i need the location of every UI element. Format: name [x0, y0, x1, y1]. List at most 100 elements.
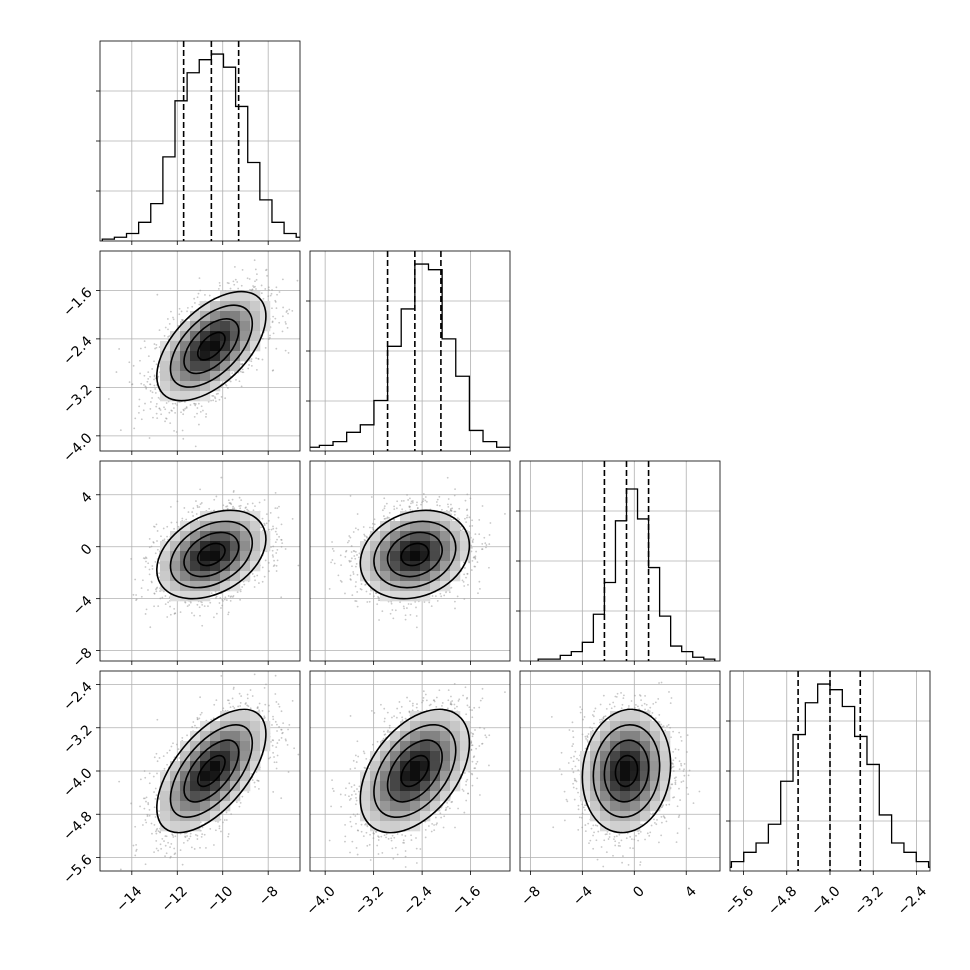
- sample-point: [243, 583, 246, 586]
- density-cell: [400, 561, 411, 572]
- sample-point: [149, 626, 152, 629]
- sample-point: [156, 293, 159, 296]
- x-tick-label: −14: [113, 883, 145, 915]
- density-cell: [240, 771, 251, 782]
- sample-point: [355, 847, 358, 849]
- sample-point: [485, 736, 488, 739]
- density-cell: [620, 741, 631, 752]
- sample-point: [145, 821, 148, 824]
- density-cell: [230, 791, 241, 802]
- sample-point: [470, 550, 473, 553]
- sample-point: [454, 488, 456, 490]
- sample-point: [404, 855, 407, 858]
- sample-point: [430, 830, 433, 833]
- sample-point: [563, 819, 566, 822]
- density-cell: [420, 741, 431, 752]
- sample-point: [352, 571, 355, 573]
- sample-point: [680, 762, 682, 765]
- sample-point: [156, 540, 158, 542]
- sample-point: [454, 510, 457, 513]
- panel-frame: [309, 250, 511, 452]
- sample-point: [423, 601, 426, 603]
- density-cell: [180, 531, 191, 542]
- sample-point: [154, 816, 157, 818]
- sample-point: [372, 832, 375, 835]
- sample-point: [675, 776, 677, 779]
- sample-point: [409, 508, 412, 511]
- sample-point: [390, 837, 393, 840]
- sample-point: [453, 683, 456, 685]
- density-cell: [190, 581, 201, 592]
- sample-point: [193, 848, 196, 850]
- sample-point: [588, 842, 590, 845]
- sample-point: [275, 527, 278, 530]
- sample-point: [424, 828, 427, 831]
- sample-point: [227, 387, 229, 389]
- sample-point: [660, 834, 663, 837]
- sample-point: [256, 574, 259, 577]
- sample-point: [155, 590, 158, 593]
- sample-point: [356, 573, 359, 576]
- density-cell: [440, 751, 451, 762]
- sample-point: [151, 565, 154, 567]
- density-cell: [450, 711, 461, 722]
- density-cell: [390, 731, 401, 742]
- density-cell: [620, 721, 631, 732]
- sample-point: [383, 707, 386, 710]
- density-cell: [240, 511, 251, 522]
- sample-point: [401, 834, 404, 836]
- sample-point: [585, 737, 587, 740]
- sample-point: [595, 839, 598, 842]
- sample-point: [149, 401, 152, 403]
- sample-point: [348, 799, 351, 801]
- sample-point: [472, 538, 475, 541]
- sample-point: [462, 580, 465, 583]
- sample-point: [376, 603, 379, 606]
- density-cell: [380, 811, 391, 822]
- sample-point: [424, 836, 427, 839]
- sample-point: [151, 391, 154, 394]
- sample-point: [395, 716, 398, 719]
- density-cell: [380, 821, 391, 832]
- sample-point: [331, 787, 334, 790]
- sample-point: [287, 352, 290, 354]
- x-tick-label: −8: [256, 883, 282, 909]
- sample-point: [182, 437, 185, 440]
- sample-point: [395, 507, 398, 510]
- sample-point: [230, 813, 233, 815]
- sample-point: [218, 398, 221, 401]
- sample-point: [158, 810, 161, 813]
- histogram-step: [310, 263, 510, 450]
- sample-point: [671, 783, 674, 786]
- sample-point: [688, 769, 691, 772]
- sample-point: [163, 335, 166, 337]
- sample-point: [164, 603, 167, 606]
- sample-point: [415, 606, 417, 609]
- sample-point: [175, 743, 178, 746]
- sample-point: [653, 821, 656, 824]
- sample-point: [447, 498, 450, 500]
- sample-point: [483, 727, 486, 730]
- sample-point: [166, 535, 168, 538]
- x-tick-label: 4: [682, 883, 700, 901]
- contour-level-2: [603, 739, 650, 803]
- density-cell: [210, 351, 221, 362]
- sample-point: [644, 695, 646, 697]
- density-cell: [230, 751, 241, 762]
- sample-point: [445, 591, 447, 594]
- sample-point: [479, 699, 482, 702]
- density-cell: [620, 801, 631, 812]
- sample-point: [166, 752, 169, 754]
- sample-point: [582, 806, 585, 809]
- sample-point: [145, 796, 148, 799]
- sample-point: [275, 767, 278, 770]
- sample-point: [586, 735, 589, 737]
- sample-point: [366, 601, 369, 603]
- density-cell: [420, 571, 431, 582]
- density-cell: [660, 781, 671, 792]
- sample-point: [138, 405, 141, 408]
- sample-point: [188, 317, 191, 320]
- sample-point: [404, 850, 407, 852]
- density-cell: [460, 551, 471, 562]
- sample-point: [572, 771, 575, 774]
